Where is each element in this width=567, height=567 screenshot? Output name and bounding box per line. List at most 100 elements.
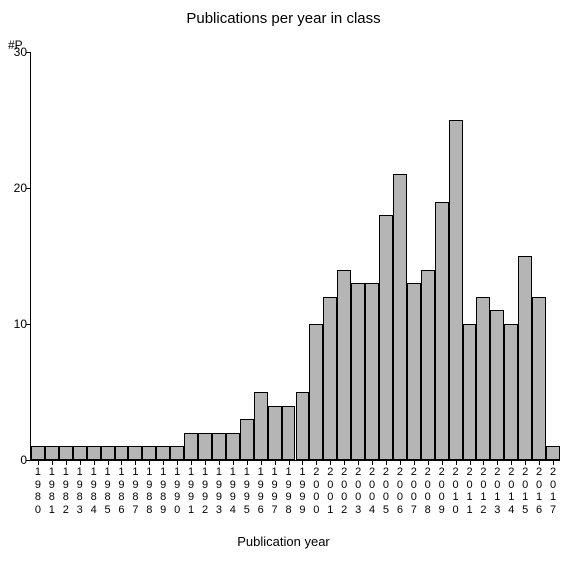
xtick-label: 1992 <box>198 466 212 517</box>
xtick-mark <box>470 460 471 465</box>
ytick-mark <box>26 52 31 53</box>
xtick-label: 2016 <box>532 466 546 517</box>
xtick-mark <box>316 460 317 465</box>
xtick-label: 2010 <box>449 466 463 517</box>
xtick-mark <box>400 460 401 465</box>
bar <box>282 406 296 460</box>
bar <box>142 446 156 460</box>
ytick-mark <box>26 460 31 461</box>
bar <box>268 406 282 460</box>
bar <box>309 324 323 460</box>
plot-area: 0102030198019811982198319841985198619871… <box>30 52 560 461</box>
xtick-mark <box>177 460 178 465</box>
bar <box>296 392 310 460</box>
bar <box>31 446 45 460</box>
xtick-mark <box>289 460 290 465</box>
xtick-mark <box>94 460 95 465</box>
xtick-mark <box>386 460 387 465</box>
xtick-label: 2017 <box>546 466 560 517</box>
bar <box>421 270 435 460</box>
bar <box>184 433 198 460</box>
xtick-label: 1988 <box>142 466 156 517</box>
bar <box>323 297 337 460</box>
xtick-label: 1990 <box>170 466 184 517</box>
xtick-mark <box>80 460 81 465</box>
xtick-label: 1996 <box>254 466 268 517</box>
xtick-label: 2009 <box>435 466 449 517</box>
bar <box>115 446 129 460</box>
xtick-label: 2013 <box>490 466 504 517</box>
xtick-label: 1994 <box>226 466 240 517</box>
xtick-label: 2015 <box>518 466 532 517</box>
xtick-mark <box>428 460 429 465</box>
xtick-label: 1997 <box>268 466 282 517</box>
xtick-mark <box>372 460 373 465</box>
bar <box>254 392 268 460</box>
xtick-mark <box>52 460 53 465</box>
xtick-mark <box>261 460 262 465</box>
bar <box>546 446 560 460</box>
bar <box>198 433 212 460</box>
xtick-label: 1982 <box>59 466 73 517</box>
xtick-label: 2008 <box>421 466 435 517</box>
bar <box>337 270 351 460</box>
xtick-mark <box>344 460 345 465</box>
xtick-mark <box>233 460 234 465</box>
bar <box>435 202 449 460</box>
xtick-mark <box>497 460 498 465</box>
xtick-label: 2001 <box>323 466 337 517</box>
bar <box>490 310 504 460</box>
bar <box>240 419 254 460</box>
xtick-label: 1987 <box>128 466 142 517</box>
xtick-mark <box>358 460 359 465</box>
bar <box>226 433 240 460</box>
xtick-label: 1991 <box>184 466 198 517</box>
bar <box>212 433 226 460</box>
xtick-mark <box>247 460 248 465</box>
xtick-mark <box>108 460 109 465</box>
bar <box>45 446 59 460</box>
xtick-mark <box>191 460 192 465</box>
xtick-label: 1980 <box>31 466 45 517</box>
xtick-label: 1995 <box>240 466 254 517</box>
xtick-label: 1981 <box>45 466 59 517</box>
ytick-label: 10 <box>3 317 27 331</box>
xtick-label: 2014 <box>504 466 518 517</box>
ytick-mark <box>26 324 31 325</box>
bar <box>393 174 407 460</box>
xtick-mark <box>66 460 67 465</box>
xtick-label: 2005 <box>379 466 393 517</box>
bars-group <box>31 52 560 460</box>
xtick-mark <box>302 460 303 465</box>
xtick-mark <box>525 460 526 465</box>
xtick-label: 1983 <box>73 466 87 517</box>
xtick-label: 2007 <box>407 466 421 517</box>
bar <box>365 283 379 460</box>
xtick-label: 1993 <box>212 466 226 517</box>
bar <box>476 297 490 460</box>
bar <box>101 446 115 460</box>
xtick-mark <box>483 460 484 465</box>
bar <box>87 446 101 460</box>
xtick-mark <box>163 460 164 465</box>
xtick-mark <box>511 460 512 465</box>
xtick-label: 2002 <box>337 466 351 517</box>
chart-title: Publications per year in class <box>0 10 567 27</box>
bar <box>351 283 365 460</box>
bar <box>170 446 184 460</box>
xtick-mark <box>219 460 220 465</box>
ytick-label: 30 <box>3 45 27 59</box>
xtick-label: 1999 <box>296 466 310 517</box>
xtick-mark <box>275 460 276 465</box>
xtick-mark <box>121 460 122 465</box>
bar <box>59 446 73 460</box>
bar <box>504 324 518 460</box>
xtick-mark <box>414 460 415 465</box>
bar <box>518 256 532 460</box>
bar <box>407 283 421 460</box>
x-axis-title: Publication year <box>0 534 567 549</box>
xtick-label: 1984 <box>87 466 101 517</box>
bar <box>379 215 393 460</box>
xtick-mark <box>38 460 39 465</box>
xtick-mark <box>539 460 540 465</box>
